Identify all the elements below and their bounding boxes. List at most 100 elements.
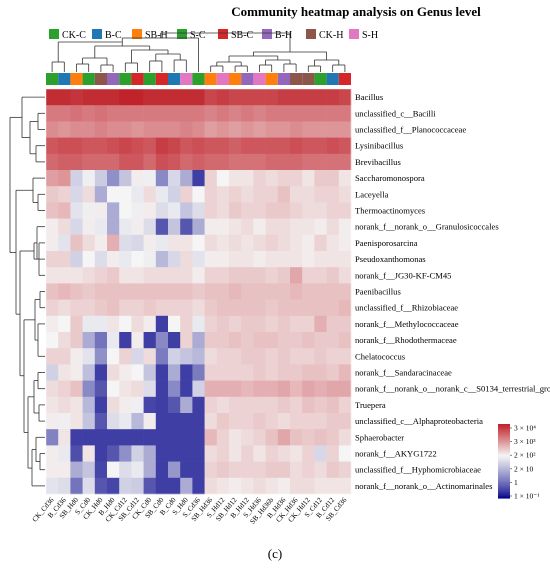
heatmap-cell <box>241 138 254 155</box>
heatmap-cell <box>217 138 230 155</box>
heatmap-cell <box>119 235 132 252</box>
heatmap-cell <box>70 429 83 446</box>
heatmap-cell <box>302 105 315 122</box>
heatmap-cell <box>58 316 70 333</box>
heatmap-cell <box>205 202 218 219</box>
heatmap-cell <box>156 251 169 268</box>
heatmap-cell <box>83 235 96 252</box>
heatmap-cell <box>119 445 132 462</box>
heatmap-cell <box>302 219 315 236</box>
heatmap-cell <box>339 429 352 446</box>
heatmap-cell <box>205 316 218 333</box>
color-scale-tick-label: 2 × 10 <box>514 464 533 473</box>
heatmap-cell <box>131 429 144 446</box>
heatmap-cell <box>217 462 230 479</box>
heatmap-cell <box>131 300 144 317</box>
heatmap-cell <box>95 397 108 414</box>
heatmap-cell <box>180 348 193 365</box>
heatmap-cell <box>339 413 352 430</box>
heatmap-cell <box>95 267 108 284</box>
row-label: norank_f__AKYG1722 <box>355 449 437 459</box>
heatmap-cell <box>339 170 352 187</box>
row-label: Brevibacillus <box>355 157 401 167</box>
heatmap-cell <box>83 478 96 495</box>
heatmap-cell <box>339 251 352 268</box>
heatmap-cell <box>83 445 96 462</box>
heatmap-cell <box>253 348 266 365</box>
heatmap-cell <box>70 186 83 203</box>
heatmap-cell <box>229 186 242 203</box>
heatmap-cell <box>253 381 266 398</box>
heatmap-cell <box>192 186 205 203</box>
heatmap-cell <box>314 462 327 479</box>
heatmap-cell <box>217 202 230 219</box>
heatmap-cell <box>131 267 144 284</box>
heatmap-cell <box>205 429 218 446</box>
heatmap-cell <box>95 219 108 236</box>
heatmap-cell <box>168 251 181 268</box>
row-label: Thermoactinomyces <box>355 206 426 216</box>
heatmap-cell <box>46 397 59 414</box>
heatmap-cell <box>302 478 315 495</box>
heatmap-cell <box>95 235 108 252</box>
heatmap-cell <box>95 429 108 446</box>
group-bar-cell <box>339 73 351 85</box>
heatmap-cell <box>70 105 83 122</box>
heatmap-cell <box>302 267 315 284</box>
heatmap-cell <box>217 170 230 187</box>
heatmap-cell <box>70 364 83 381</box>
heatmap-cell <box>144 332 157 349</box>
heatmap-cell <box>302 300 315 317</box>
heatmap-cell <box>46 364 59 381</box>
heatmap-cell <box>217 251 230 268</box>
heatmap-cell <box>205 397 218 414</box>
heatmap-cell <box>217 445 230 462</box>
heatmap-cell <box>339 267 352 284</box>
column-group-bar <box>46 73 351 85</box>
heatmap-cell <box>241 202 254 219</box>
heatmap-cell <box>156 154 169 171</box>
row-label: Chelatococcus <box>355 351 406 361</box>
heatmap-cell <box>302 138 315 155</box>
heatmap-cell <box>253 267 266 284</box>
heatmap-cell <box>266 121 279 137</box>
heatmap-cell <box>131 186 144 203</box>
heatmap-cell <box>144 445 157 462</box>
heatmap-cell <box>144 478 157 495</box>
heatmap-cell <box>290 251 303 268</box>
row-label: Sphaerobacter <box>355 432 404 442</box>
heatmap-cell <box>339 332 352 349</box>
heatmap-cell <box>58 89 70 106</box>
heatmap-cell <box>266 138 279 155</box>
legend-swatch-ck-c <box>49 29 59 39</box>
heatmap-cell <box>131 445 144 462</box>
heatmap-cell <box>156 105 169 122</box>
heatmap-cell <box>205 462 218 479</box>
row-label: norank_f__JG30-KF-CM45 <box>355 270 451 280</box>
heatmap-cell <box>95 251 108 268</box>
heatmap-cell <box>192 413 205 430</box>
heatmap-cell <box>327 202 340 219</box>
heatmap-cell <box>58 235 70 252</box>
heatmap-cell <box>95 316 108 333</box>
heatmap-cell <box>314 429 327 446</box>
group-bar-cell <box>70 73 82 85</box>
heatmap-cell <box>217 89 230 106</box>
heatmap-cell <box>290 348 303 365</box>
heatmap-cell <box>327 332 340 349</box>
heatmap-cell <box>327 170 340 187</box>
heatmap-cell <box>278 316 291 333</box>
heatmap-cell <box>180 186 193 203</box>
heatmap-cell <box>241 348 254 365</box>
heatmap-cell <box>229 154 242 171</box>
heatmap-cell <box>168 202 181 219</box>
group-bar-cell <box>180 73 192 85</box>
heatmap-cell <box>192 429 205 446</box>
heatmap-cell <box>156 316 169 333</box>
heatmap-cell <box>119 462 132 479</box>
heatmap-cell <box>229 316 242 333</box>
heatmap-cell <box>302 381 315 398</box>
heatmap-cell <box>95 138 108 155</box>
heatmap-cell <box>180 251 193 268</box>
heatmap-cell <box>144 397 157 414</box>
